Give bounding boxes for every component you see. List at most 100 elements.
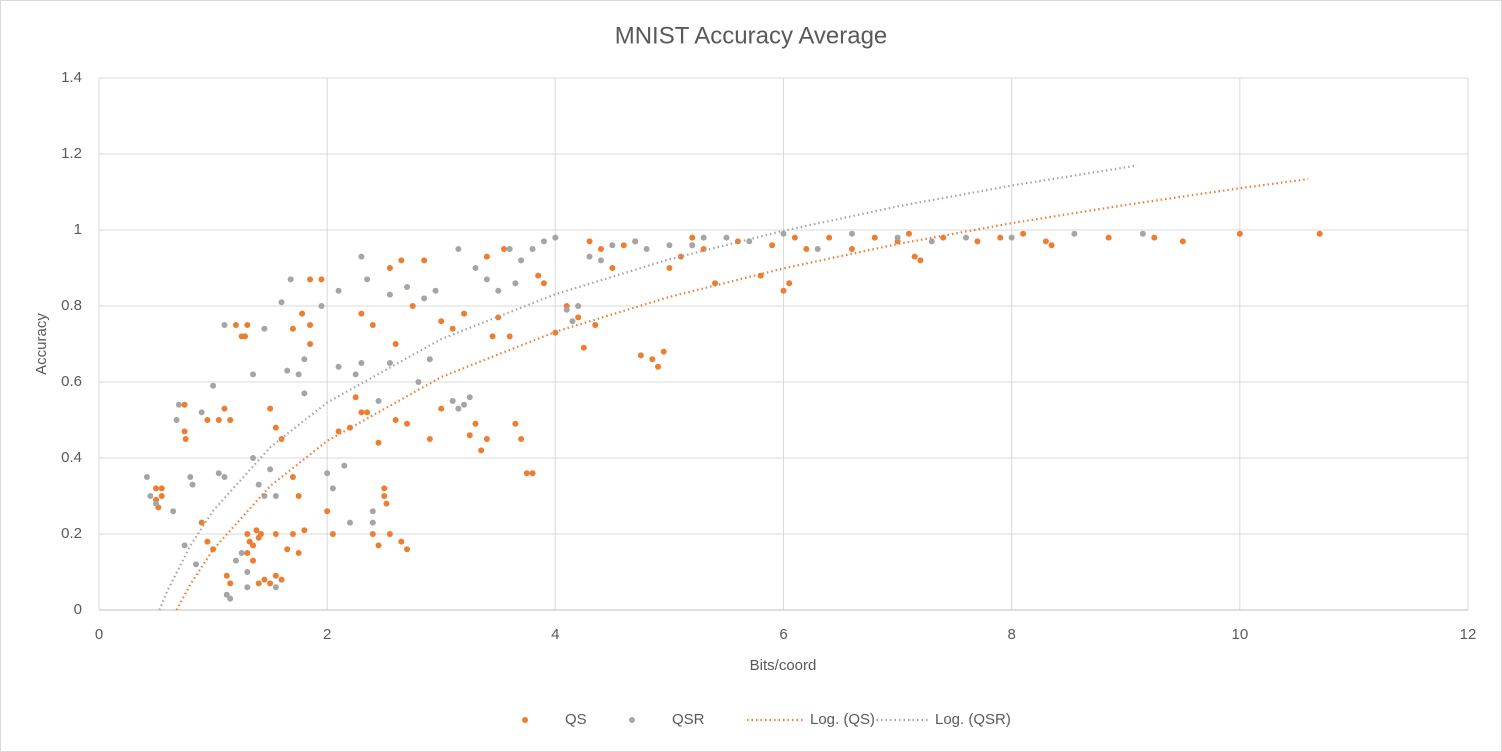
point: [575, 303, 582, 309]
point: [369, 519, 376, 526]
point: [997, 234, 1004, 241]
point: [689, 242, 696, 249]
point: [242, 333, 249, 340]
point: [257, 531, 264, 537]
x-tick-label: 6: [779, 626, 787, 643]
point: [438, 318, 445, 325]
point: [215, 417, 222, 423]
point: [272, 531, 279, 537]
point: [335, 363, 342, 370]
point: [529, 470, 536, 477]
point: [192, 561, 199, 568]
point: [483, 436, 490, 442]
point: [677, 253, 684, 260]
point: [352, 394, 359, 401]
x-tick-label: 8: [1007, 626, 1015, 643]
point: [204, 417, 211, 423]
point: [1008, 234, 1015, 241]
point: [500, 246, 507, 252]
point: [472, 420, 479, 427]
x-tick-label: 2: [323, 626, 331, 643]
point: [455, 246, 462, 252]
point: [1151, 234, 1158, 241]
point: [329, 485, 336, 492]
point: [267, 405, 274, 412]
point: [250, 542, 257, 549]
point: [210, 382, 217, 389]
point: [272, 584, 279, 591]
point: [369, 322, 376, 328]
point: [175, 401, 182, 408]
point: [506, 246, 513, 252]
point: [383, 500, 390, 507]
point: [466, 394, 473, 401]
point: [643, 246, 650, 252]
point: [523, 470, 530, 477]
point: [358, 310, 365, 317]
legend-marker: [629, 717, 635, 723]
point: [227, 595, 234, 602]
point: [1139, 230, 1146, 237]
point: [1071, 230, 1078, 237]
point: [421, 257, 428, 264]
point: [244, 550, 251, 556]
point: [352, 371, 359, 378]
point: [289, 474, 296, 480]
point: [415, 379, 422, 385]
point: [569, 318, 576, 325]
point: [386, 265, 393, 271]
point: [307, 341, 314, 347]
x-tick-label: 4: [551, 626, 559, 643]
point: [301, 356, 308, 363]
point: [404, 284, 411, 290]
point: [358, 360, 365, 366]
point: [386, 531, 393, 537]
point: [489, 333, 496, 340]
point: [324, 508, 331, 515]
point: [660, 348, 667, 355]
point: [170, 508, 177, 515]
y-tick-label: 0.2: [61, 525, 82, 542]
point: [535, 272, 542, 279]
point: [940, 234, 947, 241]
point: [250, 557, 257, 564]
point: [432, 287, 439, 294]
legend-marker: [522, 717, 528, 723]
point: [307, 322, 314, 328]
point: [153, 500, 160, 507]
point: [358, 409, 365, 416]
point: [894, 234, 901, 241]
point: [244, 531, 251, 537]
point: [341, 462, 348, 469]
point: [848, 246, 855, 252]
y-tick-label: 0.6: [61, 373, 82, 390]
point: [580, 344, 587, 351]
point: [153, 485, 160, 492]
point: [392, 341, 399, 347]
point: [369, 508, 376, 515]
point: [1020, 230, 1027, 237]
point: [506, 333, 513, 340]
point: [483, 253, 490, 260]
point: [472, 265, 479, 271]
x-axis-label: Bits/coord: [750, 657, 817, 674]
point: [552, 234, 559, 241]
y-tick-label: 0.8: [61, 297, 82, 314]
point: [712, 280, 719, 287]
point: [204, 538, 211, 545]
point: [250, 371, 257, 378]
point: [299, 310, 306, 317]
point: [267, 466, 274, 473]
point: [221, 322, 228, 328]
point: [404, 420, 411, 427]
point: [666, 265, 673, 271]
point: [232, 557, 239, 564]
point: [597, 257, 604, 264]
point: [289, 325, 296, 332]
point: [780, 287, 787, 294]
point: [295, 371, 302, 378]
point: [386, 360, 393, 366]
point: [181, 401, 188, 408]
